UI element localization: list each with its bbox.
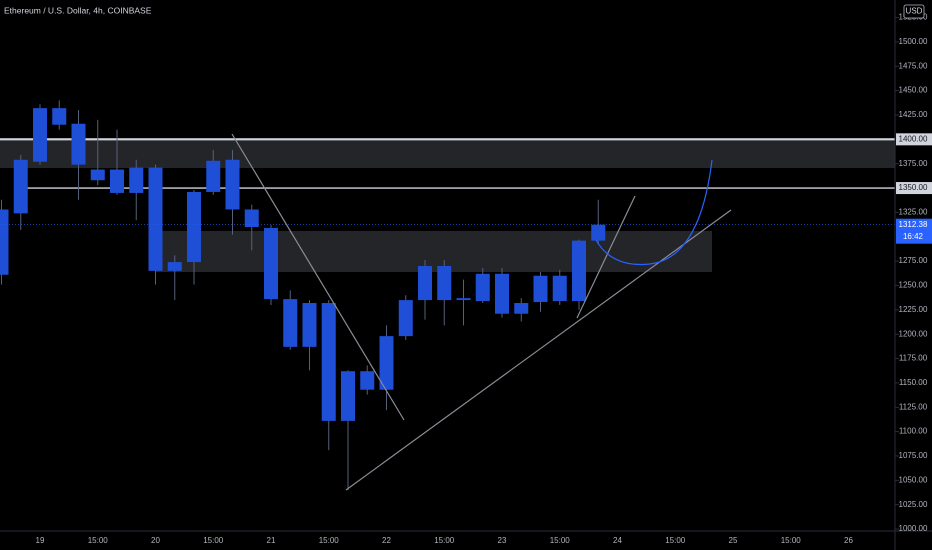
- candle-body: [244, 209, 259, 228]
- candle-body: [302, 303, 317, 347]
- y-tick-label: 1250.00: [899, 281, 928, 290]
- support-zone: [155, 231, 712, 272]
- y-tick-label: 1375.00: [899, 159, 928, 168]
- y-tick-label: 1200.00: [899, 329, 928, 338]
- candle-body: [148, 167, 163, 271]
- last-price-label: 1312.38: [899, 220, 928, 229]
- candle-body: [495, 273, 509, 314]
- y-tick-label: 1175.00: [899, 354, 928, 363]
- x-tick-label: 15:00: [203, 536, 224, 545]
- candle-body: [264, 227, 278, 300]
- candle-body: [206, 160, 221, 192]
- candle-body: [90, 169, 105, 181]
- candle-body: [533, 275, 548, 303]
- candle-body: [13, 159, 28, 214]
- x-tick-label: 15:00: [550, 536, 571, 545]
- x-tick-label: 21: [267, 536, 276, 545]
- candle-body: [379, 336, 394, 390]
- candle-body: [187, 191, 201, 263]
- y-tick-label: 1075.00: [899, 451, 928, 460]
- currency-button[interactable]: [903, 4, 925, 19]
- projection-curve: [595, 159, 713, 266]
- y-tick-label: 1050.00: [899, 475, 928, 484]
- currency-label: USD: [906, 7, 923, 16]
- x-tick-label: 15:00: [781, 536, 802, 545]
- candle-body: [167, 262, 182, 271]
- resistance-zone: [0, 138, 895, 168]
- x-tick-label: 22: [382, 536, 391, 545]
- level-label-box: [896, 182, 932, 195]
- symbol-title: Ethereum / U.S. Dollar, 4h, COINBASE: [4, 5, 152, 15]
- level-label: 1350.00: [899, 183, 928, 192]
- countdown-label: 16:42: [903, 232, 924, 241]
- candle-body: [456, 298, 471, 301]
- candle-body: [360, 371, 375, 390]
- y-tick-label: 1425.00: [899, 110, 928, 119]
- y-tick-label: 1450.00: [899, 86, 928, 95]
- y-tick-label: 1125.00: [899, 402, 928, 411]
- y-tick-label: 1275.00: [899, 256, 928, 265]
- candle-body: [71, 123, 86, 165]
- candle-body: [52, 108, 67, 125]
- y-tick-label: 1500.00: [899, 37, 928, 46]
- trend-line: [231, 133, 405, 421]
- last-price-box: [896, 218, 932, 244]
- candle-body: [398, 300, 413, 337]
- candle-body: [341, 371, 355, 421]
- trend-line: [345, 209, 732, 491]
- candle-body: [321, 303, 336, 421]
- y-tick-label: 1000.00: [899, 524, 928, 533]
- y-tick-label: 1475.00: [899, 61, 928, 70]
- y-tick-label: 1100.00: [899, 427, 928, 436]
- level-label-box: [896, 133, 932, 146]
- y-tick-label: 1325.00: [899, 208, 928, 217]
- x-tick-label: 23: [498, 536, 507, 545]
- candle-body: [225, 159, 240, 210]
- candle-body: [514, 303, 529, 314]
- y-tick-label: 1150.00: [899, 378, 928, 387]
- x-tick-label: 15:00: [319, 536, 340, 545]
- trend-line: [576, 195, 636, 319]
- x-tick-label: 20: [151, 536, 160, 545]
- x-tick-label: 24: [613, 536, 622, 545]
- x-tick-label: 26: [844, 536, 853, 545]
- x-tick-label: 15:00: [88, 536, 109, 545]
- candle-body: [572, 240, 586, 302]
- candle-body: [283, 299, 298, 347]
- x-tick-label: 19: [36, 536, 45, 545]
- candle-body: [110, 169, 124, 193]
- y-tick-label: 1225.00: [899, 305, 928, 314]
- x-tick-label: 15:00: [665, 536, 686, 545]
- candle-body: [437, 265, 452, 301]
- candle-body: [591, 224, 606, 241]
- candle-body: [0, 209, 9, 275]
- candle-body: [418, 265, 432, 301]
- candle-body: [552, 275, 567, 302]
- x-tick-label: 25: [729, 536, 738, 545]
- candle-body: [475, 273, 490, 302]
- level-label: 1400.00: [899, 134, 928, 143]
- marks: [0, 17, 899, 530]
- y-tick-label: 1025.00: [899, 500, 928, 509]
- candle-body: [129, 167, 144, 193]
- x-tick-label: 15:00: [434, 536, 455, 545]
- candle-body: [33, 108, 47, 162]
- overlay: 1000.00 1025.00 1050.00 1075.00 1100.00 1125.…: [36, 4, 932, 545]
